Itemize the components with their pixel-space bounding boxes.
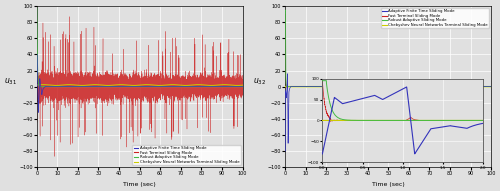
Y-axis label: $u_{32}$: $u_{32}$ [253,76,266,87]
Legend: Adaptive Finite Time Sliding Mode, Fast Terminal Sliding Mode, Robust Adaptive S: Adaptive Finite Time Sliding Mode, Fast … [132,145,240,165]
Legend: Adaptive Finite Time Sliding Mode, Fast Terminal Sliding Mode, Robust Adaptive S: Adaptive Finite Time Sliding Mode, Fast … [381,8,489,28]
X-axis label: Time (sec): Time (sec) [123,182,156,187]
Y-axis label: $u_{31}$: $u_{31}$ [4,76,18,87]
X-axis label: Time (sec): Time (sec) [372,182,404,187]
